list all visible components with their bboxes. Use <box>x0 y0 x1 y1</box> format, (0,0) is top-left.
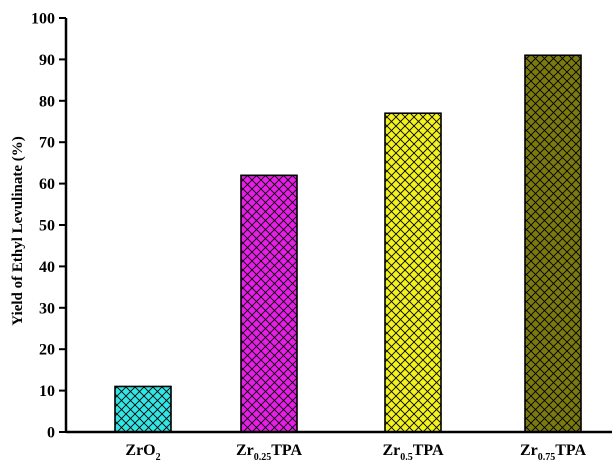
bars-layer <box>114 54 582 433</box>
y-tick-label: 20 <box>39 342 55 359</box>
category-labels: ZrO2 Zr0.25TPA Zr0.5TPA Zr0.75TPA <box>125 442 586 463</box>
y-tick-label: 0 <box>47 425 55 442</box>
bar-3 <box>384 112 442 433</box>
y-tick-label: 40 <box>39 259 55 276</box>
y-tick-label: 100 <box>31 11 55 28</box>
y-tick-label: 90 <box>39 52 55 69</box>
bar-1 <box>114 385 172 433</box>
y-axis-label: Yield of Ethyl Levulinate (%) <box>10 136 26 325</box>
y-tick-label: 80 <box>39 93 55 110</box>
category-label: Zr0.25TPA <box>236 442 303 463</box>
y-tick-label: 70 <box>39 135 55 152</box>
category-label: Zr0.75TPA <box>520 442 587 463</box>
y-tick-label: 60 <box>39 176 55 193</box>
y-tick-label: 30 <box>39 300 55 317</box>
y-tick-label: 50 <box>39 218 55 235</box>
y-tick-label: 10 <box>39 383 55 400</box>
bar-2 <box>240 174 298 433</box>
category-label: ZrO2 <box>125 442 160 463</box>
ticks-layer: 0 10 20 30 40 50 60 70 80 90 100 <box>31 11 66 442</box>
category-label: Zr0.5TPA <box>382 442 444 463</box>
bar-4 <box>524 54 582 433</box>
